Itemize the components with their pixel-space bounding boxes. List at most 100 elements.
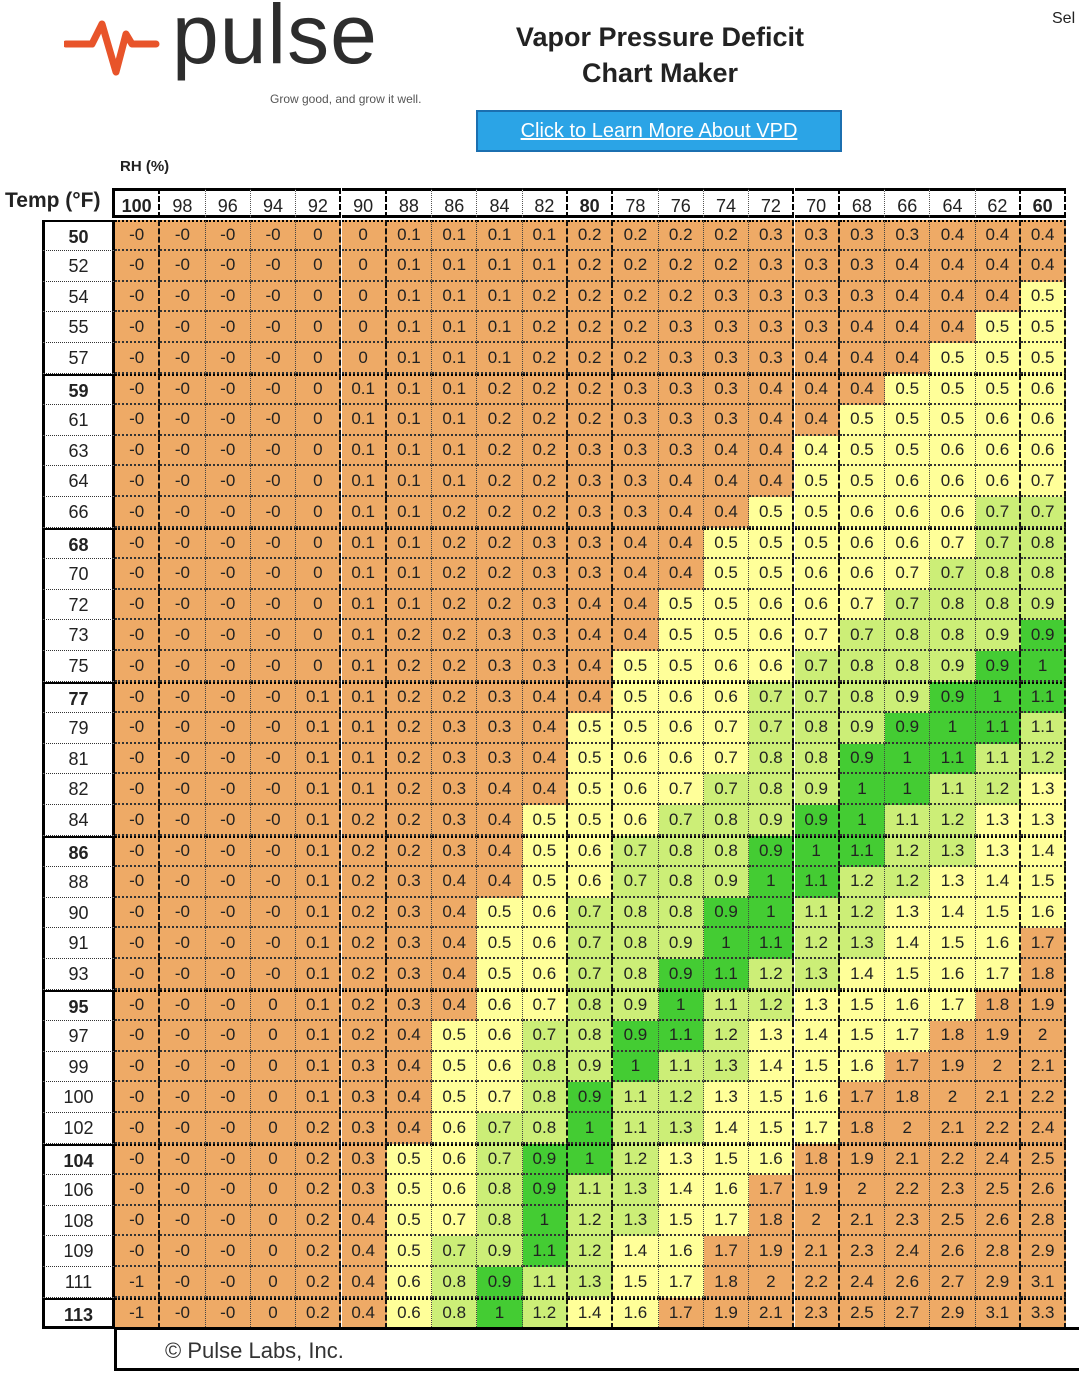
vpd-cell: 0.8 <box>432 1267 478 1298</box>
vpd-cell: -0 <box>160 897 206 929</box>
vpd-cell: 0.1 <box>386 589 433 621</box>
vpd-cell: 1.9 <box>975 1020 1021 1052</box>
vpd-cell: 1.3 <box>839 928 886 960</box>
vpd-cell: 0.7 <box>568 897 614 929</box>
vpd-cell: 0 <box>250 1174 297 1206</box>
vpd-cell: 0.7 <box>1021 497 1067 528</box>
vpd-cell: 1.3 <box>975 836 1021 867</box>
vpd-cell: 2.4 <box>885 1236 931 1268</box>
vpd-cell: -0 <box>250 404 297 436</box>
vpd-cell: 0.5 <box>749 528 795 559</box>
vpd-cell: 1.5 <box>794 1051 840 1083</box>
vpd-cell: -0 <box>250 805 297 836</box>
vpd-cell: 0.3 <box>432 743 478 775</box>
vpd-cell: 0.2 <box>522 312 568 344</box>
vpd-cell: 1.9 <box>749 1236 795 1268</box>
logo-icon <box>64 20 160 76</box>
vpd-cell: -0 <box>250 558 297 590</box>
vpd-cell: 2.4 <box>1021 1113 1067 1144</box>
vpd-cell: 0.4 <box>1021 250 1067 282</box>
vpd-cell: 0.1 <box>477 250 523 282</box>
vpd-cell: 1.7 <box>839 1082 886 1114</box>
temp-label: Temp (°F) <box>5 189 101 212</box>
learn-more-button[interactable]: Click to Learn More About VPD <box>476 110 842 152</box>
vpd-cell: -0 <box>250 651 297 682</box>
vpd-cell: 0.3 <box>477 620 523 652</box>
column-header: 68 <box>839 188 886 218</box>
vpd-cell: 2 <box>839 1174 886 1206</box>
vpd-cell: 0.2 <box>341 866 387 898</box>
vpd-cell: 2.2 <box>794 1267 840 1298</box>
temp-label: 66 <box>42 497 115 528</box>
vpd-cell: 3.1 <box>975 1298 1021 1329</box>
vpd-cell: -0 <box>160 774 206 806</box>
vpd-cell: 0.4 <box>568 682 614 713</box>
vpd-cell: 2 <box>975 1051 1021 1083</box>
vpd-cell: 0.1 <box>432 343 478 374</box>
vpd-cell: 0.6 <box>477 1020 523 1052</box>
vpd-cell: 1 <box>839 805 886 836</box>
vpd-cell: 0.6 <box>658 682 704 713</box>
column-header: 90 <box>341 188 387 218</box>
vpd-cell: -0 <box>205 620 251 652</box>
title: Chart Maker <box>581 58 739 88</box>
vpd-cell: 0.1 <box>296 805 342 836</box>
vpd-cell: 0.4 <box>432 959 478 990</box>
vpd-cell: 1.1 <box>1021 682 1067 713</box>
vpd-cell: 0.5 <box>432 1020 478 1052</box>
vpd-cell: 0.4 <box>930 312 976 344</box>
corner-text: Sel <box>1052 10 1076 27</box>
vpd-cell: -0 <box>160 1051 206 1083</box>
vpd-cell: 1.8 <box>749 1205 795 1237</box>
vpd-cell: 1.8 <box>930 1020 976 1052</box>
vpd-cell: 0.2 <box>386 805 433 836</box>
vpd-cell: 0 <box>250 1113 297 1144</box>
vpd-cell: 0.1 <box>522 220 568 251</box>
vpd-cell: 2.2 <box>975 1113 1021 1144</box>
temp-label: 77 <box>42 682 115 713</box>
vpd-cell: -0 <box>160 990 206 1021</box>
vpd-cell: 0.5 <box>477 959 523 990</box>
vpd-cell: 0 <box>250 1144 297 1175</box>
vpd-cell: 0.4 <box>885 312 931 344</box>
vpd-cell: 0.5 <box>839 466 886 498</box>
vpd-cell: 0.7 <box>477 1082 523 1114</box>
vpd-cell: 1.9 <box>703 1298 750 1329</box>
vpd-cell: 0.4 <box>568 651 614 682</box>
vpd-cell: 0.6 <box>522 959 568 990</box>
vpd-cell: 0.6 <box>703 682 750 713</box>
vpd-cell: 1.2 <box>749 990 795 1021</box>
vpd-cell: 1.4 <box>749 1051 795 1083</box>
vpd-cell: 0.9 <box>568 1051 614 1083</box>
vpd-cell: 0.3 <box>568 466 614 498</box>
vpd-cell: 0.4 <box>658 528 704 559</box>
vpd-cell: 0.5 <box>522 866 568 898</box>
vpd-cell: -0 <box>115 343 161 374</box>
vpd-cell: 0.3 <box>794 250 840 282</box>
vpd-cell: 1 <box>885 774 931 806</box>
vpd-cell: -0 <box>160 1205 206 1237</box>
vpd-cell: 0.6 <box>749 651 795 682</box>
vpd-cell: 0.8 <box>613 959 659 990</box>
vpd-cell: 0.3 <box>885 220 931 251</box>
vpd-cell: 0.2 <box>477 528 523 559</box>
vpd-cell: 1.1 <box>885 805 931 836</box>
vpd-cell: 0.1 <box>432 220 478 251</box>
vpd-cell: 1.9 <box>839 1144 886 1175</box>
vpd-cell: 1.2 <box>885 866 931 898</box>
vpd-cell: 0.1 <box>341 558 387 590</box>
vpd-cell: -0 <box>250 928 297 960</box>
vpd-cell: 0.6 <box>477 1051 523 1083</box>
vpd-cell: 0.1 <box>341 466 387 498</box>
vpd-cell: 0.5 <box>930 343 976 374</box>
vpd-cell: 0.6 <box>794 558 840 590</box>
vpd-cell: 0.3 <box>703 374 750 405</box>
vpd-cell: 1.5 <box>885 959 931 990</box>
vpd-cell: -0 <box>205 743 251 775</box>
vpd-cell: -0 <box>205 435 251 467</box>
vpd-cell: 0.2 <box>341 805 387 836</box>
vpd-cell: 0.4 <box>613 620 659 652</box>
vpd-cell: -0 <box>250 897 297 929</box>
vpd-cell: 0.2 <box>568 220 614 251</box>
vpd-cell: 0.8 <box>522 1082 568 1114</box>
